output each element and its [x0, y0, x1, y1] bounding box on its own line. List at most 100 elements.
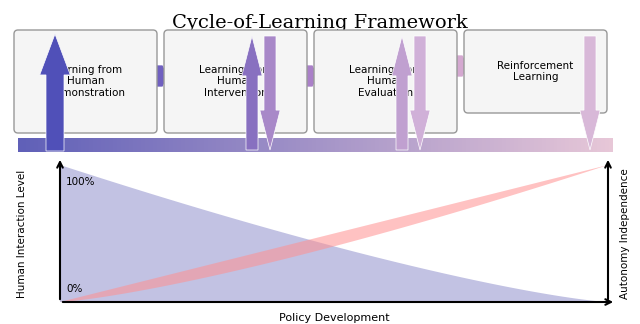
- Bar: [180, 138, 184, 152]
- Bar: [355, 138, 359, 152]
- Bar: [145, 138, 149, 152]
- Bar: [288, 138, 292, 152]
- Bar: [570, 138, 573, 152]
- Bar: [391, 138, 395, 152]
- Polygon shape: [260, 36, 280, 150]
- Bar: [81, 138, 85, 152]
- Text: 100%: 100%: [66, 177, 95, 187]
- Polygon shape: [303, 65, 318, 87]
- Bar: [383, 138, 387, 152]
- Bar: [42, 138, 46, 152]
- FancyBboxPatch shape: [164, 30, 307, 133]
- Bar: [22, 138, 26, 152]
- Bar: [113, 138, 117, 152]
- Text: Learning from
Human
Demonstration: Learning from Human Demonstration: [47, 65, 125, 98]
- Bar: [371, 138, 375, 152]
- Bar: [316, 138, 319, 152]
- Bar: [260, 138, 264, 152]
- Bar: [332, 138, 335, 152]
- Polygon shape: [392, 36, 412, 150]
- Bar: [220, 138, 224, 152]
- Bar: [18, 138, 22, 152]
- Bar: [319, 138, 323, 152]
- Polygon shape: [60, 165, 608, 302]
- Bar: [256, 138, 260, 152]
- Bar: [510, 138, 514, 152]
- Bar: [605, 138, 609, 152]
- Bar: [189, 138, 193, 152]
- Bar: [70, 138, 74, 152]
- Bar: [561, 138, 565, 152]
- Bar: [212, 138, 216, 152]
- Bar: [74, 138, 77, 152]
- Bar: [363, 138, 367, 152]
- Text: Reinforcement
Learning: Reinforcement Learning: [497, 61, 573, 82]
- Bar: [308, 138, 312, 152]
- Text: Learning from
Human
Evaluation: Learning from Human Evaluation: [349, 65, 422, 98]
- Bar: [411, 138, 415, 152]
- Bar: [193, 138, 196, 152]
- Bar: [538, 138, 541, 152]
- Bar: [323, 138, 328, 152]
- Polygon shape: [580, 36, 600, 150]
- Polygon shape: [40, 34, 70, 151]
- Bar: [454, 138, 458, 152]
- Bar: [490, 138, 494, 152]
- Bar: [451, 138, 454, 152]
- Bar: [284, 138, 288, 152]
- Bar: [216, 138, 220, 152]
- Text: Human Interaction Level: Human Interaction Level: [17, 169, 27, 298]
- Polygon shape: [242, 36, 262, 150]
- Bar: [541, 138, 545, 152]
- Bar: [466, 138, 470, 152]
- FancyBboxPatch shape: [14, 30, 157, 133]
- Bar: [502, 138, 506, 152]
- Bar: [184, 138, 189, 152]
- Bar: [272, 138, 276, 152]
- Bar: [565, 138, 570, 152]
- Bar: [593, 138, 597, 152]
- Bar: [161, 138, 164, 152]
- Bar: [30, 138, 34, 152]
- Bar: [200, 138, 204, 152]
- Bar: [173, 138, 177, 152]
- Bar: [109, 138, 113, 152]
- Bar: [359, 138, 363, 152]
- Bar: [46, 138, 50, 152]
- Polygon shape: [410, 36, 430, 150]
- Bar: [458, 138, 462, 152]
- Bar: [557, 138, 561, 152]
- Bar: [177, 138, 180, 152]
- Bar: [157, 138, 161, 152]
- Bar: [474, 138, 478, 152]
- Bar: [296, 138, 300, 152]
- Bar: [58, 138, 61, 152]
- Bar: [117, 138, 121, 152]
- Bar: [609, 138, 613, 152]
- Bar: [395, 138, 399, 152]
- Bar: [105, 138, 109, 152]
- Text: 0%: 0%: [66, 284, 83, 294]
- Bar: [204, 138, 209, 152]
- Bar: [494, 138, 498, 152]
- Bar: [422, 138, 427, 152]
- Bar: [419, 138, 422, 152]
- Bar: [209, 138, 212, 152]
- Bar: [486, 138, 490, 152]
- Bar: [442, 138, 447, 152]
- Polygon shape: [153, 65, 168, 87]
- Bar: [435, 138, 438, 152]
- Bar: [276, 138, 280, 152]
- Bar: [50, 138, 54, 152]
- Text: Policy Development: Policy Development: [278, 313, 389, 323]
- Bar: [264, 138, 268, 152]
- Bar: [240, 138, 244, 152]
- FancyBboxPatch shape: [464, 30, 607, 113]
- Bar: [478, 138, 482, 152]
- Bar: [522, 138, 525, 152]
- Bar: [164, 138, 169, 152]
- Bar: [34, 138, 38, 152]
- Bar: [121, 138, 125, 152]
- Bar: [280, 138, 284, 152]
- Bar: [54, 138, 58, 152]
